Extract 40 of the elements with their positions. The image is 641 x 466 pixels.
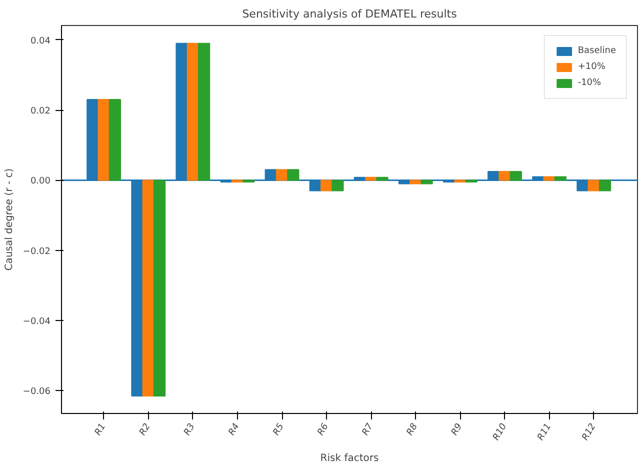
x-tick-label: R9 bbox=[450, 422, 465, 438]
bar bbox=[142, 180, 154, 396]
x-tick-label: R4 bbox=[227, 422, 242, 438]
y-axis-title: Causal degree (r - c) bbox=[4, 168, 15, 271]
x-tick-label: R1 bbox=[94, 422, 108, 438]
y-tick-label: −0.02 bbox=[22, 246, 51, 257]
y-tick-label: −0.04 bbox=[22, 317, 51, 328]
x-tick-label: R6 bbox=[316, 422, 332, 438]
bar bbox=[276, 169, 288, 181]
x-tick-label: R7 bbox=[360, 422, 376, 438]
bar bbox=[332, 180, 344, 192]
bar bbox=[554, 176, 566, 181]
bar bbox=[98, 99, 110, 181]
chart-title: Sensitivity analysis of DEMATEL results bbox=[242, 8, 458, 20]
bar bbox=[287, 169, 300, 181]
y-tick-label: 0.04 bbox=[30, 36, 51, 46]
x-tick-label: R3 bbox=[182, 422, 198, 438]
x-tick-label: R5 bbox=[272, 422, 286, 438]
bar bbox=[543, 176, 556, 181]
legend-label: -10% bbox=[578, 78, 602, 88]
bar bbox=[376, 176, 388, 181]
x-tick-label: R2 bbox=[138, 422, 153, 438]
bar bbox=[498, 170, 511, 181]
bar bbox=[320, 180, 333, 192]
y-tick-label: 0.00 bbox=[30, 176, 51, 187]
bar bbox=[186, 42, 199, 181]
y-tick-label: −0.06 bbox=[22, 387, 51, 398]
y-tick-label: 0.02 bbox=[30, 106, 51, 117]
bar bbox=[410, 180, 422, 184]
legend-label: Baseline bbox=[578, 46, 616, 56]
bar bbox=[588, 180, 600, 192]
x-axis-title: Risk factors bbox=[320, 452, 379, 464]
bar bbox=[153, 180, 166, 396]
bar bbox=[198, 42, 210, 181]
bar bbox=[510, 170, 522, 181]
legend-label: +10% bbox=[578, 62, 606, 72]
bar bbox=[598, 180, 612, 192]
x-tick-label: R8 bbox=[405, 422, 420, 438]
bar bbox=[420, 180, 433, 184]
bar bbox=[108, 99, 122, 181]
